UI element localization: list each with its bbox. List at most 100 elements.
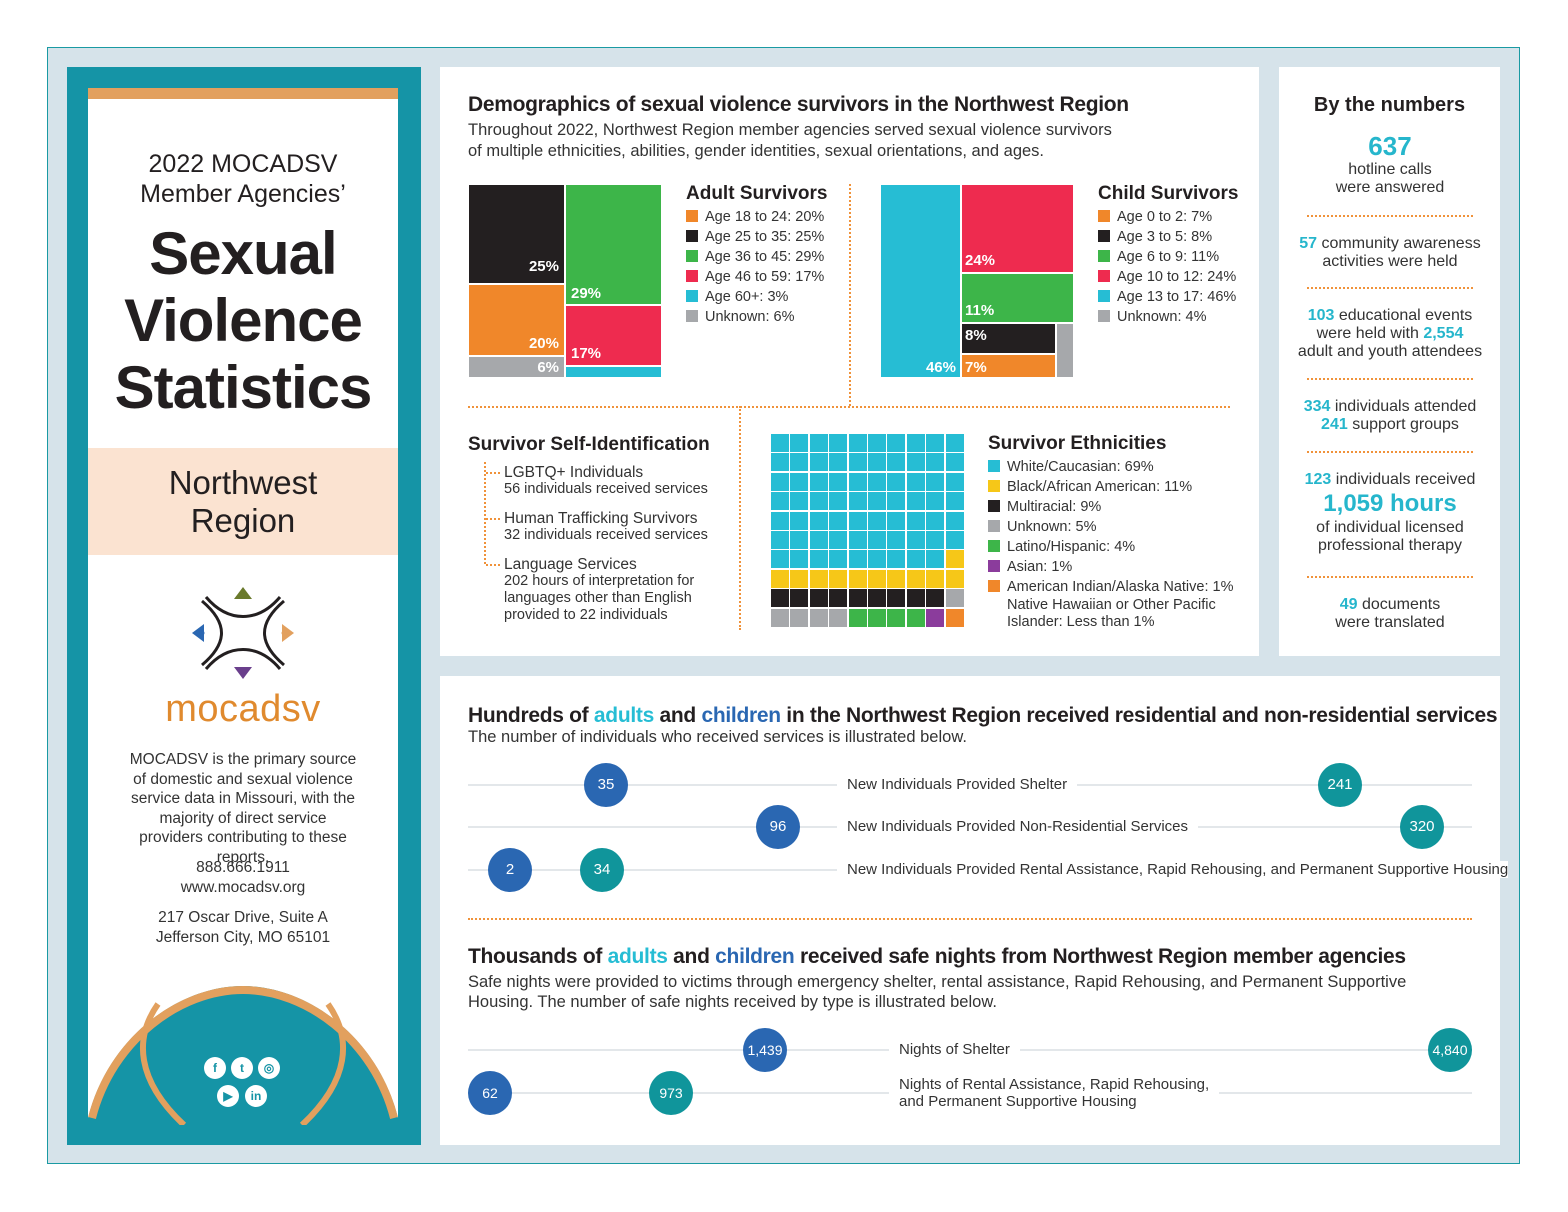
waffle-cell-black-african-american <box>771 569 789 588</box>
linkedin-icon[interactable]: in <box>245 1085 267 1107</box>
waffle-cell-black-african-american <box>848 569 867 588</box>
title-part-children: children <box>701 704 781 727</box>
website-link[interactable]: www.mocadsv.org <box>180 879 306 896</box>
divider <box>468 406 1230 408</box>
title-part-adults: adults <box>607 945 668 968</box>
row-label: New Individuals Provided Non-Residential… <box>837 818 1198 835</box>
waffle-cell-unknown <box>809 608 828 627</box>
stat-number: 49 <box>1339 596 1358 613</box>
waffle-cell-multiracial <box>868 589 886 608</box>
waffle-cell-white <box>868 472 886 491</box>
stat-documents: 49 documents were translated <box>1280 596 1500 632</box>
treemap-label: 24% <box>965 252 996 269</box>
child-legend: Age 0 to 2: 7% Age 3 to 5: 8% Age 6 to 9… <box>1098 207 1236 327</box>
waffle-cell-white <box>790 511 809 530</box>
waffle-cell-white <box>829 434 848 452</box>
stat-number: 103 <box>1307 307 1335 324</box>
stat-number: 57 <box>1299 235 1318 252</box>
facebook-icon[interactable]: f <box>204 1057 226 1079</box>
divider <box>468 918 1472 920</box>
waffle-cell-multiracial <box>809 589 828 608</box>
waffle-cell-white <box>926 531 945 549</box>
stat-number: 637 <box>1368 131 1412 161</box>
waffle-cell-white <box>771 511 789 530</box>
waffle-cell-white <box>829 472 848 491</box>
youtube-icon[interactable]: ▶ <box>217 1085 239 1107</box>
treemap-cell-age-10-12 <box>961 184 1074 273</box>
legend-item: Islander: Less than 1% <box>1007 614 1155 630</box>
stat-education: 103 educational events were held with 2,… <box>1280 307 1500 361</box>
divider <box>849 184 851 406</box>
legend-item: Age 36 to 45: 29% <box>686 247 824 267</box>
services-panel <box>440 676 1500 1145</box>
child-treemap: 24% 11% 8% 46% 7% <box>880 184 1074 378</box>
agencies-line: Member Agencies’ <box>140 180 346 208</box>
legend-item: Age 25 to 35: 25% <box>686 227 824 247</box>
waffle-cell-black-african-american <box>945 550 964 569</box>
main-title: Sexual Violence Statistics <box>88 220 398 421</box>
ethnicity-legend: White/Caucasian: 69% Black/African Ameri… <box>988 457 1233 631</box>
treemap-cell-age-3-5 <box>961 323 1056 354</box>
stat-number: 2,554 <box>1423 325 1464 342</box>
waffle-cell-multiracial <box>926 589 945 608</box>
tree-branch <box>486 564 500 566</box>
legend-item: Asian: 1% <box>988 557 1233 577</box>
waffle-cell-white <box>868 492 886 511</box>
waffle-cell-white <box>887 472 906 491</box>
self-id-title: Survivor Self-Identification <box>468 434 710 455</box>
mocadsv-logo-icon <box>192 587 294 679</box>
dome-graphic <box>88 985 398 1125</box>
divider <box>1307 378 1473 380</box>
waffle-cell-white <box>848 434 867 452</box>
waffle-cell-black-african-american <box>829 569 848 588</box>
stat-text: were held with <box>1316 325 1424 342</box>
waffle-cell-white <box>771 472 789 491</box>
sidebar-top-bar <box>88 88 398 99</box>
stat-support: 334 individuals attended 241 support gro… <box>1280 398 1500 434</box>
self-id-name: LGBTQ+ Individuals <box>504 464 644 481</box>
row-label-line: Nights of Rental Assistance, Rapid Rehou… <box>899 1076 1210 1093</box>
self-id-item: LGBTQ+ Individuals 56 individuals receiv… <box>504 464 708 498</box>
tree-branch <box>486 472 500 474</box>
legend-item: Age 13 to 17: 46% <box>1098 287 1236 307</box>
waffle-cell-white <box>790 492 809 511</box>
waffle-cell-white <box>868 453 886 472</box>
waffle-cell-white <box>945 531 964 549</box>
safe-nights-title: Thousands of adults and children receive… <box>468 945 1406 969</box>
waffle-cell-white <box>868 434 886 452</box>
stat-text: support groups <box>1347 416 1459 433</box>
phone[interactable]: 888.666.1911 <box>196 859 290 876</box>
row-label: New Individuals Provided Shelter <box>837 776 1078 793</box>
waffle-cell-black-african-american <box>887 569 906 588</box>
waffle-cell-white <box>926 453 945 472</box>
children-bubble: 320 <box>1400 805 1444 849</box>
divider <box>739 406 741 630</box>
title-line: Violence <box>124 287 363 354</box>
treemap-label: 25% <box>528 258 559 275</box>
twitter-icon[interactable]: t <box>231 1057 253 1079</box>
title-part: and <box>667 945 716 968</box>
title-part: and <box>653 704 702 727</box>
waffle-cell-white <box>771 531 789 549</box>
residential-subtitle: The number of individuals who received s… <box>468 728 967 746</box>
instagram-icon[interactable]: ◎ <box>258 1057 280 1079</box>
waffle-cell-white <box>926 434 945 452</box>
stat-text: were answered <box>1335 179 1445 196</box>
waffle-cell-white <box>771 492 789 511</box>
numbers-panel <box>1279 67 1500 656</box>
waffle-cell-white <box>945 453 964 472</box>
waffle-cell-white <box>829 492 848 511</box>
stat-text: individuals received <box>1331 471 1476 488</box>
demographics-title: Demographics of sexual violence survivor… <box>468 93 1129 116</box>
self-id-detail: languages other than English <box>504 590 692 606</box>
waffle-cell-white <box>926 492 945 511</box>
adults-bubble: 2 <box>488 848 532 892</box>
demographics-subtitle: Throughout 2022, Northwest Region member… <box>468 121 1112 139</box>
year-line: 2022 MOCADSV <box>148 150 338 178</box>
waffle-cell-white <box>926 472 945 491</box>
waffle-cell-white <box>809 453 828 472</box>
waffle-cell-white <box>906 492 925 511</box>
title-part: Thousands of <box>468 945 608 968</box>
treemap-label: 46% <box>925 359 956 376</box>
title-part-adults: adults <box>593 704 654 727</box>
